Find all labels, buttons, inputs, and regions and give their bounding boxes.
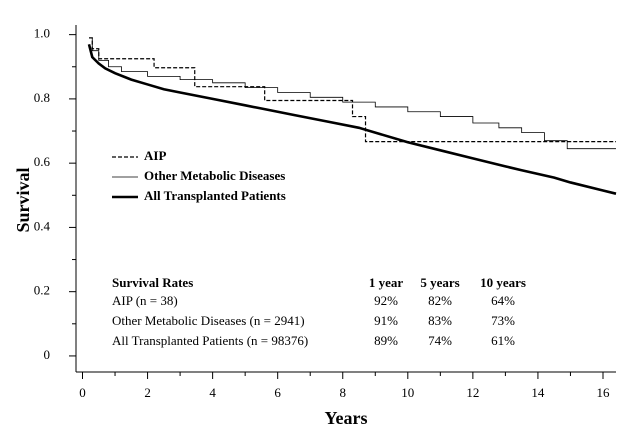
table-cell: AIP (n = 38) (112, 293, 178, 308)
y-tick-label: 0 (44, 347, 51, 362)
x-tick-label: 14 (531, 385, 545, 400)
table-cell: 91% (374, 313, 398, 328)
table-header: Survival Rates (112, 275, 193, 290)
x-tick-label: 12 (466, 385, 479, 400)
table-header: 5 years (420, 275, 459, 290)
legend-label: All Transplanted Patients (144, 188, 286, 203)
y-tick-label: 0.2 (34, 283, 50, 298)
y-tick-label: 0.8 (34, 90, 50, 105)
table-cell: 64% (491, 293, 515, 308)
survival-curve (87, 43, 617, 195)
legend-label: Other Metabolic Diseases (144, 168, 285, 183)
table-cell: 73% (491, 313, 515, 328)
table-header: 1 year (369, 275, 404, 290)
table-cell: 61% (491, 333, 515, 348)
y-tick-label: 1.0 (34, 26, 50, 41)
survival-curve (89, 37, 616, 143)
table-cell: 83% (428, 313, 452, 328)
y-axis-label: Survival (13, 167, 33, 232)
legend-label: AIP (144, 148, 166, 163)
x-tick-label: 2 (144, 385, 151, 400)
table-header: 10 years (480, 275, 526, 290)
x-axis-label: Years (325, 408, 368, 428)
x-tick-label: 16 (596, 385, 610, 400)
x-tick-label: 8 (339, 385, 346, 400)
table-cell: 89% (374, 333, 398, 348)
x-tick-label: 6 (274, 385, 281, 400)
table-cell: 82% (428, 293, 452, 308)
x-tick-label: 0 (79, 385, 86, 400)
table-cell: Other Metabolic Diseases (n = 2941) (112, 313, 305, 328)
x-tick-label: 4 (209, 385, 216, 400)
table-cell: 74% (428, 333, 452, 348)
x-tick-label: 10 (401, 385, 414, 400)
table-cell: All Transplanted Patients (n = 98376) (112, 333, 308, 348)
y-tick-label: 0.6 (34, 154, 51, 169)
y-tick-label: 0.4 (34, 218, 51, 233)
table-cell: 92% (374, 293, 398, 308)
survival-curve (89, 37, 616, 150)
